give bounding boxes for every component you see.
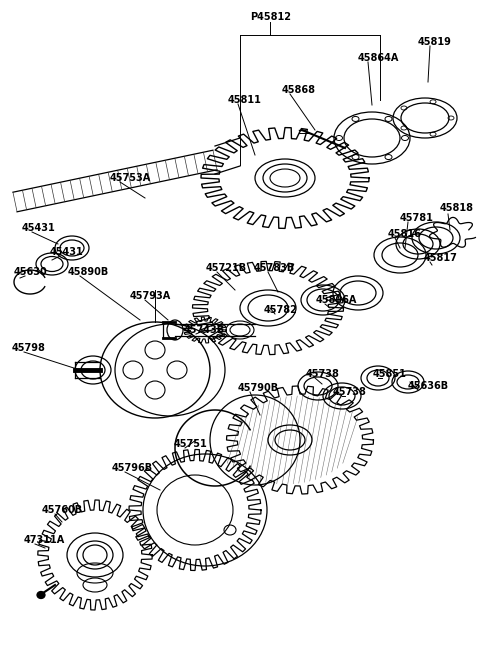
Text: 45783B: 45783B — [254, 263, 295, 273]
Text: 45811: 45811 — [228, 95, 262, 105]
Ellipse shape — [37, 592, 45, 598]
Text: 45868: 45868 — [282, 85, 316, 95]
Text: 45890B: 45890B — [68, 267, 109, 277]
Text: 45851: 45851 — [373, 369, 407, 379]
Text: 45816: 45816 — [388, 229, 422, 239]
Text: 45782: 45782 — [264, 305, 298, 315]
Text: 45721B: 45721B — [206, 263, 247, 273]
Text: 45798: 45798 — [12, 343, 46, 353]
Text: 45751: 45751 — [174, 439, 208, 449]
Text: 45760B: 45760B — [42, 505, 83, 515]
Text: 45636B: 45636B — [408, 381, 449, 391]
Text: 45738: 45738 — [333, 387, 367, 397]
Text: P45812: P45812 — [250, 12, 291, 22]
Text: 45753A: 45753A — [110, 173, 151, 183]
Text: 45818: 45818 — [440, 203, 474, 213]
Text: 45743B: 45743B — [184, 325, 225, 335]
Text: 47311A: 47311A — [24, 535, 65, 545]
Text: 45781: 45781 — [400, 213, 434, 223]
Text: 45431: 45431 — [22, 223, 56, 233]
Text: 45819: 45819 — [418, 37, 452, 47]
Text: 45738: 45738 — [306, 369, 340, 379]
Text: 45630: 45630 — [14, 267, 48, 277]
Text: 45431: 45431 — [50, 247, 84, 257]
Text: 45790B: 45790B — [238, 383, 279, 393]
Text: 45793A: 45793A — [130, 291, 171, 301]
Text: 45864A: 45864A — [358, 53, 399, 63]
Text: 45796B: 45796B — [112, 463, 153, 473]
Text: 45806A: 45806A — [316, 295, 358, 305]
Text: 45817: 45817 — [424, 253, 458, 263]
